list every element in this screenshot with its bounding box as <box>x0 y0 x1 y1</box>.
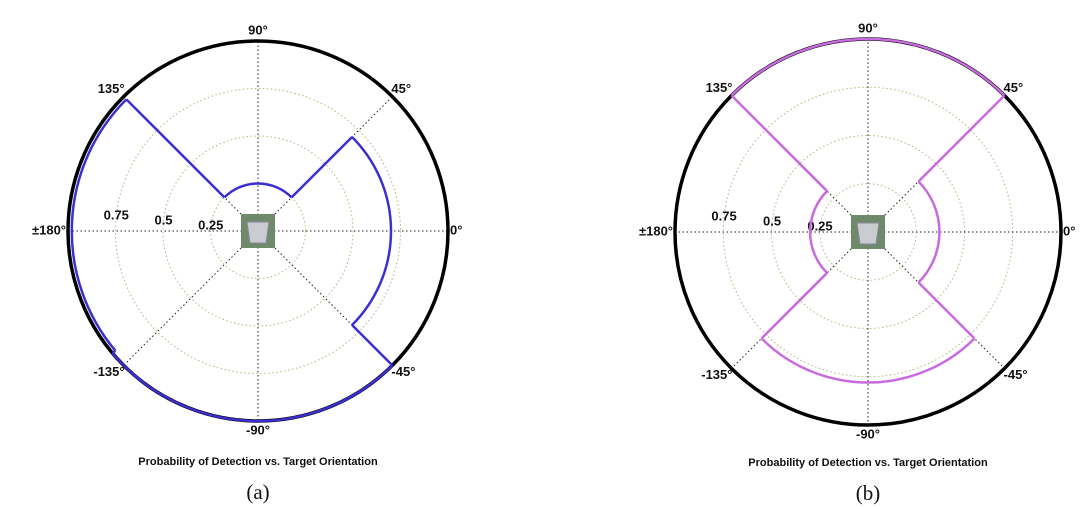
grid-ray <box>124 231 258 365</box>
r-tick-label: 0.5 <box>154 213 172 228</box>
sector-arc <box>352 137 391 325</box>
chart-caption: (a) <box>246 480 269 504</box>
theta-tick-label: 0° <box>450 222 462 237</box>
theta-tick-label: 90° <box>248 22 268 37</box>
theta-tick-label: 135° <box>706 80 733 95</box>
sector-edge <box>732 96 828 192</box>
theta-tick-label: -135° <box>701 367 732 382</box>
target-icon-body <box>247 222 269 243</box>
sector-edge <box>352 325 392 365</box>
figure: 0.25 0.5 0.75 90° 45° 0° -45° -90° -135° ±180° 135… <box>0 0 1086 509</box>
chart-title: Probability of Detection vs. Target Orie… <box>748 457 988 469</box>
theta-tick-label: 135° <box>98 81 125 96</box>
polar-chart: 0.250.50.7590°45°0°-45°-90°-135°±180°135… <box>639 20 1075 504</box>
theta-tick-label: -45° <box>1004 367 1028 382</box>
sector-edge <box>918 96 1004 182</box>
theta-tick-label: -45° <box>391 364 415 379</box>
r-tick-label: 0.25 <box>198 217 223 232</box>
theta-tick-label: 45° <box>1004 80 1024 95</box>
sector-arc <box>72 99 127 350</box>
sector-arc <box>112 353 392 421</box>
chart-title: Probability of Detection vs. Target Orie… <box>138 456 378 468</box>
theta-tick-label: ±180° <box>32 222 66 237</box>
theta-tick-label: -90° <box>246 422 270 437</box>
theta-tick-label: 45° <box>391 81 411 96</box>
theta-tick-label: 0° <box>1063 223 1075 238</box>
theta-tick-label: -90° <box>856 426 880 441</box>
sector-edge <box>918 282 974 338</box>
theta-tick-label: 90° <box>858 20 878 35</box>
r-tick-label: 0.5 <box>763 213 781 228</box>
polar-chart: 0.25 0.5 0.75 90° 45° 0° -45° -90° -135° ±180° 135… <box>32 22 462 503</box>
sector-edge <box>126 99 224 197</box>
r-tick-label: 0.75 <box>104 208 129 223</box>
chart-caption: (b) <box>856 481 881 505</box>
r-tick-label: 0.75 <box>711 208 736 223</box>
target-icon-body <box>857 223 879 244</box>
sector-edge <box>292 137 352 197</box>
sector-edge <box>762 273 828 339</box>
theta-tick-label: ±180° <box>639 223 673 238</box>
theta-tick-label: -135° <box>93 364 124 379</box>
